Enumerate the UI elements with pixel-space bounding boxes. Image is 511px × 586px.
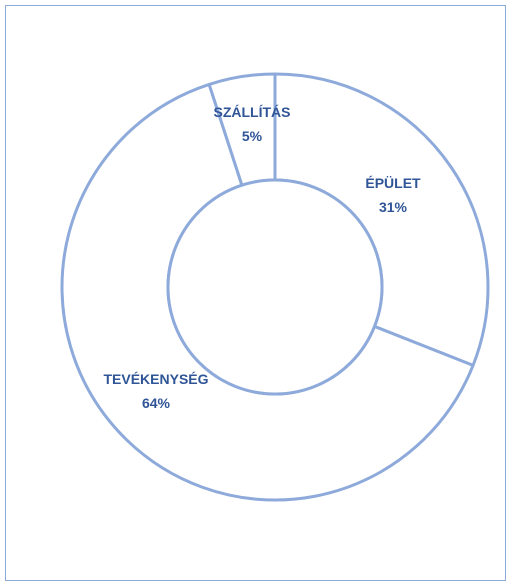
slice-category-label: SZÁLLÍTÁS [214, 104, 291, 120]
labels-group: ÉPÜLET 31% TEVÉKENYSÉG 64% SZÁLLÍTÁS 5% [103, 104, 421, 411]
slice-value-label: 64% [142, 395, 171, 411]
slice-value-label: 31% [379, 199, 408, 215]
slice-category-label: TEVÉKENYSÉG [103, 371, 208, 387]
doughnut-hole [166, 178, 384, 396]
slice-category-label: ÉPÜLET [365, 175, 421, 191]
chart-frame [5, 5, 506, 581]
slice-label: TEVÉKENYSÉG 64% [103, 371, 208, 411]
slice-label: ÉPÜLET 31% [365, 175, 421, 215]
slice-value-label: 5% [242, 128, 263, 144]
slice-label: SZÁLLÍTÁS 5% [214, 104, 291, 144]
